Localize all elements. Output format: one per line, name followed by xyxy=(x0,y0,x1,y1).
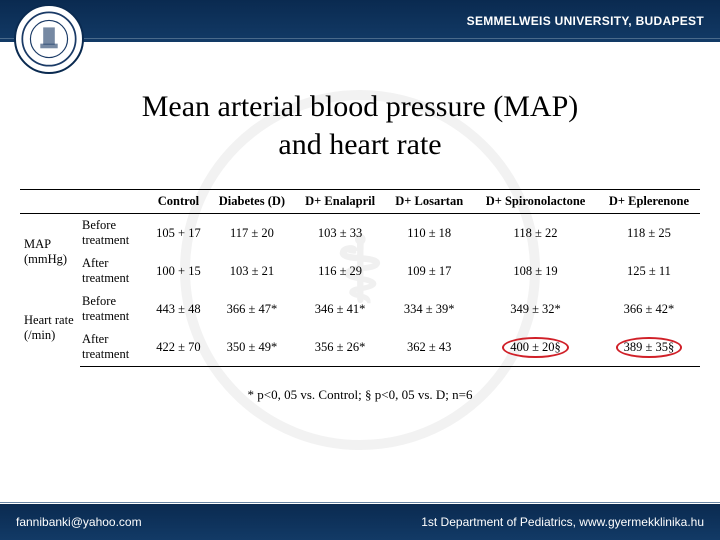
data-table-wrap: Control Diabetes (D) D+ Enalapril D+ Los… xyxy=(20,189,700,367)
footer-dept: 1st Department of Pediatrics, www.gyerme… xyxy=(421,515,704,529)
table-footnote: * p<0, 05 vs. Control; § p<0, 05 vs. D; … xyxy=(0,387,720,403)
table-cell: 110 ± 18 xyxy=(385,214,473,253)
table-cell: 356 ± 26* xyxy=(295,328,385,367)
table-row: After treatment100 + 15103 ± 21116 ± 291… xyxy=(20,252,700,290)
table-cell: 362 ± 43 xyxy=(385,328,473,367)
table-cell: 389 ± 35§ xyxy=(598,328,700,367)
table-header-row: Control Diabetes (D) D+ Enalapril D+ Los… xyxy=(20,190,700,214)
university-seal xyxy=(14,4,84,74)
table-cell: 334 ± 39* xyxy=(385,290,473,328)
table-row: Heart rate (/min)Before treatment443 ± 4… xyxy=(20,290,700,328)
table-cell: 443 ± 48 xyxy=(148,290,209,328)
row-sublabel: Before treatment xyxy=(80,290,148,328)
table-cell: 117 ± 20 xyxy=(209,214,295,253)
table-cell: 400 ± 20§ xyxy=(473,328,598,367)
table-cell: 350 ± 49* xyxy=(209,328,295,367)
table-cell: 103 ± 21 xyxy=(209,252,295,290)
university-name: SEMMELWEIS UNIVERSITY, BUDAPEST xyxy=(467,14,704,28)
table-cell: 349 ± 32* xyxy=(473,290,598,328)
title-line-1: Mean arterial blood pressure (MAP) xyxy=(142,90,579,123)
slide-title: Mean arterial blood pressure (MAP) and h… xyxy=(0,88,720,163)
table-cell: 346 ± 41* xyxy=(295,290,385,328)
data-table: Control Diabetes (D) D+ Enalapril D+ Los… xyxy=(20,189,700,367)
table-cell: 366 ± 42* xyxy=(598,290,700,328)
title-line-2: and heart rate xyxy=(278,128,441,161)
footer-bar: fannibanki@yahoo.com 1st Department of P… xyxy=(0,504,720,540)
table-row: After treatment422 ± 70350 ± 49*356 ± 26… xyxy=(20,328,700,367)
col-diabetes: Diabetes (D) xyxy=(209,190,295,214)
row-sublabel: After treatment xyxy=(80,252,148,290)
table-cell: 100 + 15 xyxy=(148,252,209,290)
table-cell: 109 ± 17 xyxy=(385,252,473,290)
col-enalapril: D+ Enalapril xyxy=(295,190,385,214)
table-cell: 118 ± 25 xyxy=(598,214,700,253)
header-bar: SEMMELWEIS UNIVERSITY, BUDAPEST xyxy=(0,0,720,42)
col-epler: D+ Eplerenone xyxy=(598,190,700,214)
table-cell: 422 ± 70 xyxy=(148,328,209,367)
table-cell: 118 ± 22 xyxy=(473,214,598,253)
row-group-label: MAP (mmHg) xyxy=(20,214,80,291)
table-cell: 105 + 17 xyxy=(148,214,209,253)
table-cell: 103 ± 33 xyxy=(295,214,385,253)
col-losartan: D+ Losartan xyxy=(385,190,473,214)
row-sublabel: After treatment xyxy=(80,328,148,367)
table-cell: 366 ± 47* xyxy=(209,290,295,328)
col-spiro: D+ Spironolactone xyxy=(473,190,598,214)
row-sublabel: Before treatment xyxy=(80,214,148,253)
table-cell: 125 ± 11 xyxy=(598,252,700,290)
table-cell: 108 ± 19 xyxy=(473,252,598,290)
footer-email: fannibanki@yahoo.com xyxy=(16,515,142,529)
table-row: MAP (mmHg)Before treatment105 + 17117 ± … xyxy=(20,214,700,253)
table-cell: 116 ± 29 xyxy=(295,252,385,290)
col-control: Control xyxy=(148,190,209,214)
row-group-label: Heart rate (/min) xyxy=(20,290,80,367)
